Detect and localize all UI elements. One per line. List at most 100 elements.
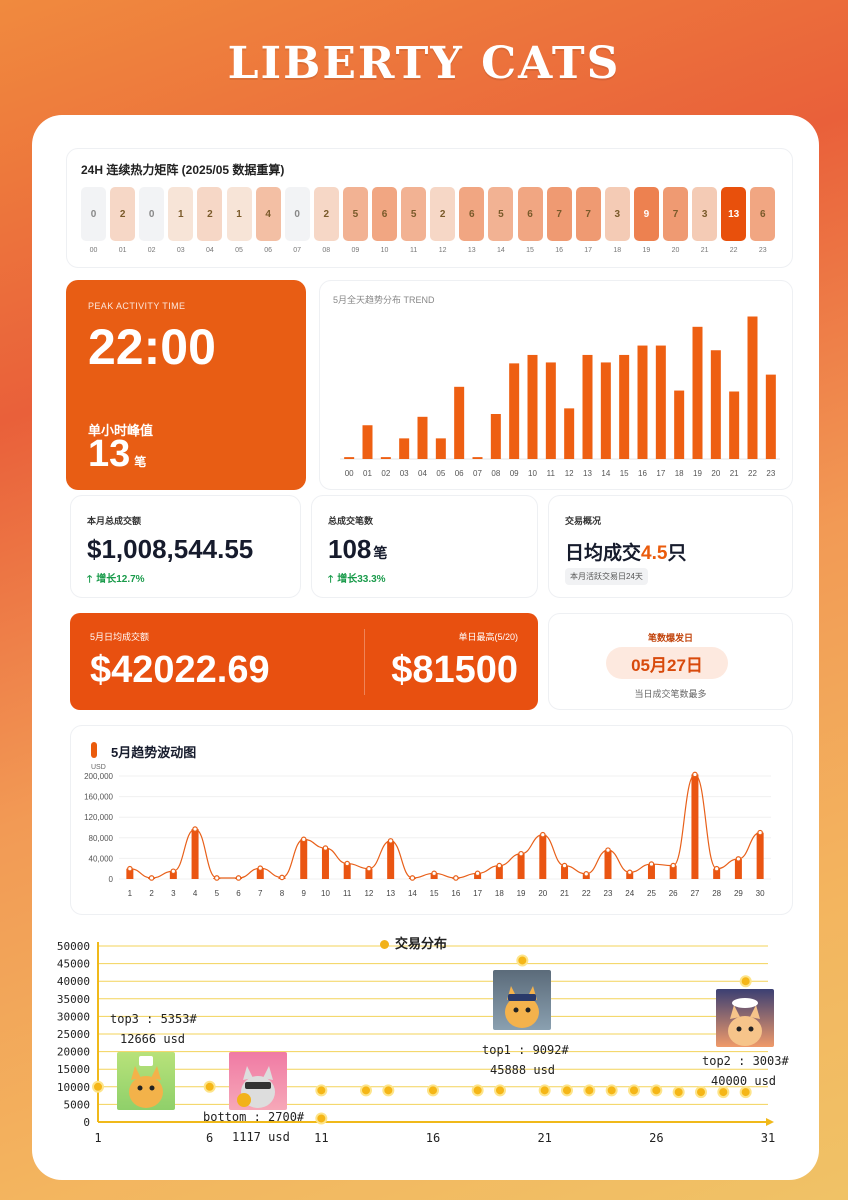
heatmap-hour-label: 00 (89, 247, 98, 254)
wave-point (648, 861, 655, 867)
peak-value-row: 13 笔 (88, 433, 146, 476)
total-amount-change-text: 增长12.7% (96, 574, 145, 585)
wave-point (148, 875, 155, 881)
wave-x-tick: 15 (430, 889, 439, 898)
wave-x-tick: 14 (408, 889, 417, 898)
dist-point (494, 1084, 506, 1097)
trend-x-tick: 10 (528, 469, 537, 478)
arrow-up-icon: 🡑 (87, 574, 93, 585)
wave-bar (191, 829, 199, 879)
dist-y-tick: 5000 (64, 1098, 91, 1111)
heatmap-cell: 1 (226, 187, 252, 241)
heatmap-hour-label: 09 (351, 247, 360, 254)
wave-point (300, 836, 307, 843)
trend-x-tick: 01 (363, 469, 372, 478)
wave-point (344, 860, 351, 867)
dist-y-tick: 30000 (57, 1010, 90, 1023)
total-count-card: 总成交笔数 108 笔 🡑 增长33.3% (311, 495, 538, 598)
active-days-pill: 本月活跃交易日24天 (565, 568, 648, 585)
wave-point (431, 870, 437, 877)
dist-point (360, 1084, 372, 1097)
dist-point (650, 1084, 663, 1097)
dist-x-tick: 11 (314, 1131, 328, 1145)
total-amount-value: $1,008,544.55 (87, 534, 254, 564)
cat-icon (129, 1056, 163, 1108)
trend-x-tick: 05 (436, 469, 445, 478)
peak-activity-card: PEAK ACTIVITY TIME 22:00 单小时峰值 13 笔 (66, 280, 306, 490)
heatmap-hour-label: 22 (729, 247, 738, 254)
dist-point (382, 1084, 395, 1097)
wave-bar (647, 864, 655, 879)
trend-x-tick: 18 (675, 469, 684, 478)
wave-point (453, 875, 459, 881)
wave-line (129, 773, 761, 879)
wave-x-tick: 8 (280, 889, 285, 898)
overview-value: 4.5 (641, 543, 668, 564)
heatmap-hour-label: 14 (496, 247, 505, 254)
burst-day-card: 笔数爆发日 05月27日 当日成交笔数最多 (548, 613, 793, 710)
wave-x-tick: 11 (343, 889, 352, 898)
trend-bar (655, 345, 666, 459)
wave-bar (691, 774, 699, 879)
trend-bar (344, 457, 355, 459)
dist-x-arrow (766, 1118, 774, 1126)
dist-x-tick: 26 (649, 1131, 663, 1145)
heatmap-hour-label: 02 (147, 247, 156, 254)
trend-card: 5月全天趋势分布 TREND 00 01 02 03 04 05 06 07 08 09 10 11 1… (319, 280, 793, 490)
dist-y-tick: 50000 (57, 940, 90, 953)
dist-y-tick: 25000 (57, 1028, 90, 1041)
total-count-change: 🡑 增长33.3% (328, 570, 386, 589)
wave-bar (669, 865, 677, 879)
peak-label: PEAK ACTIVITY TIME (88, 301, 186, 311)
legend-dot-icon (380, 940, 389, 949)
wave-point (757, 829, 763, 836)
wave-point (561, 862, 568, 869)
dist-point (471, 1084, 484, 1097)
wave-bar (430, 873, 438, 879)
page-title: LIBERTY CATS (227, 38, 621, 89)
trend-bar (417, 416, 428, 459)
daily-avg-card: 5月日均成交额 $42022.69 单日最高(5/20) $81500 (70, 613, 538, 710)
dist-point (717, 1086, 730, 1099)
wave-x-tick: 28 (712, 889, 721, 898)
heatmap-hour-label: 21 (700, 247, 709, 254)
dist-point (695, 1086, 707, 1099)
heatmap-hour-label: 17 (584, 247, 593, 254)
wave-bar (734, 858, 742, 879)
wave-point (605, 847, 611, 853)
wave-x-tick: 13 (386, 889, 395, 898)
trend-x-tick: 22 (748, 469, 757, 478)
heatmap-cell: 13 (721, 187, 747, 241)
trend-x-tick: 08 (491, 469, 500, 478)
wave-y-tick: 160,000 (84, 793, 113, 802)
wave-unit-label: USD (91, 764, 106, 771)
heatmap-cell: 6 (372, 187, 397, 241)
cat-image-top3 (117, 1052, 175, 1110)
trend-bar (545, 362, 556, 459)
trend-bar (765, 374, 776, 459)
daily-divider (364, 629, 365, 695)
wave-point (474, 870, 481, 877)
total-count-unit: 笔 (373, 545, 388, 561)
wave-x-tick: 16 (451, 889, 460, 898)
wave-x-tick: 21 (560, 889, 569, 898)
heatmap-cell: 2 (197, 187, 223, 241)
daily-max-label: 单日最高(5/20) (458, 632, 518, 642)
top2-label: top2 : 3003# (702, 1054, 789, 1068)
arrow-up-icon: 🡑 (328, 574, 334, 585)
trend-bar (637, 345, 648, 459)
heatmap-hour-label: 10 (380, 247, 389, 254)
trend-x-tick: 09 (510, 469, 519, 478)
trend-x-tick: 17 (656, 469, 665, 478)
trend-x-tick: 23 (766, 469, 775, 478)
trend-x-tick: 07 (473, 469, 482, 478)
wave-point (235, 875, 242, 881)
wave-x-tick: 27 (690, 889, 699, 898)
burst-title: 笔数爆发日 (647, 633, 693, 643)
top1-amount: 45888 usd (490, 1063, 556, 1077)
wave-point (192, 826, 198, 832)
trend-x-tick: 03 (400, 469, 409, 478)
heatmap-hour-label: 12 (438, 247, 447, 254)
wave-x-tick: 2 (149, 889, 154, 898)
